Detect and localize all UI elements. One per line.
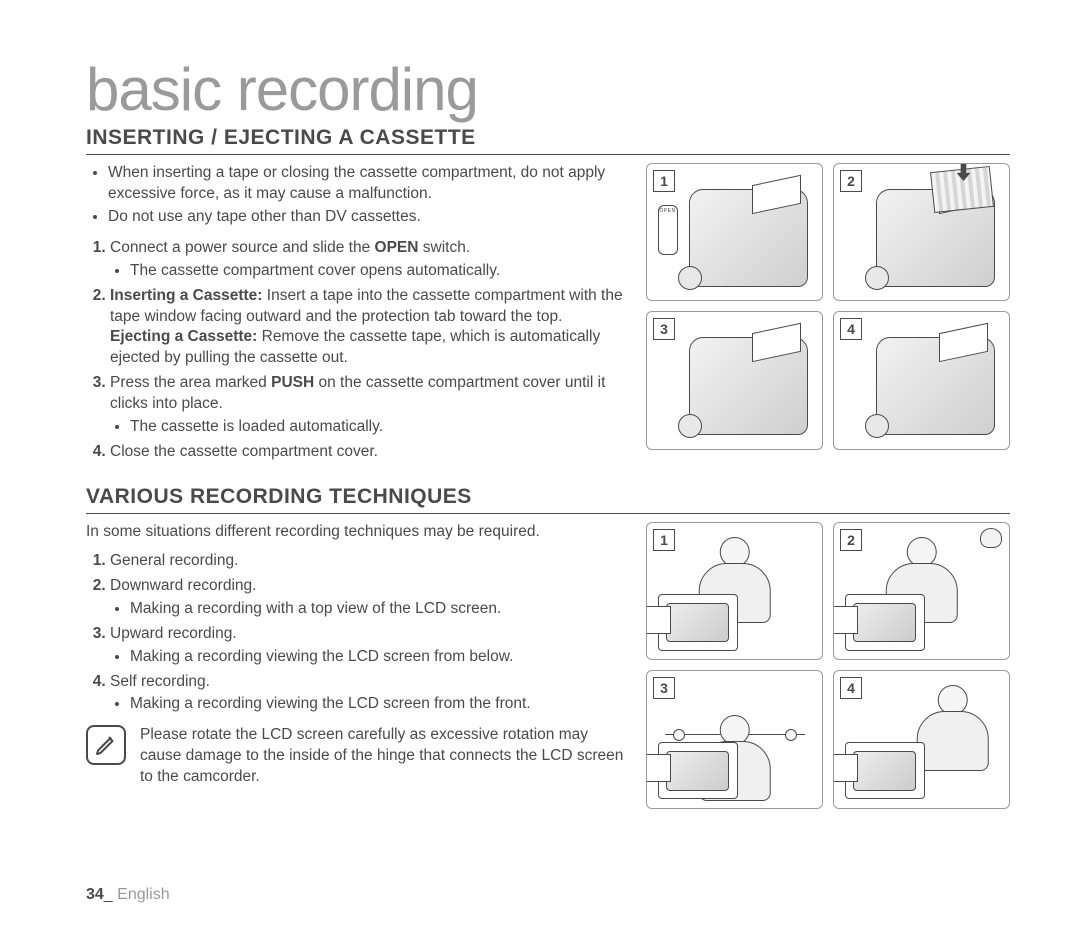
- lcd-pip-icon: [658, 742, 739, 799]
- figure-number: 3: [653, 318, 675, 340]
- note-text: Please rotate the LCD screen carefully a…: [140, 725, 628, 788]
- note-icon: [86, 725, 126, 765]
- figure-number: 4: [840, 677, 862, 699]
- figure-number: 2: [840, 170, 862, 192]
- cat-icon: [980, 528, 1002, 548]
- cassette-text-column: When inserting a tape or closing the cas…: [86, 163, 628, 467]
- substep-item: Making a recording with a top view of th…: [130, 599, 628, 620]
- figure-cassette-3: 3: [646, 311, 823, 449]
- lcd-pip-icon: [845, 594, 926, 651]
- chapter-title: basic recording: [86, 60, 1010, 120]
- figure-number: 4: [840, 318, 862, 340]
- step-text: switch.: [418, 239, 470, 256]
- heading-text: INSERTING / EJECTING A CASSETTE: [86, 126, 476, 150]
- step-bold: Ejecting a Cassette:: [110, 328, 257, 345]
- figure-cassette-2: 2: [833, 163, 1010, 301]
- step-bold: Inserting a Cassette:: [110, 287, 262, 304]
- lcd-pip-icon: [845, 742, 926, 799]
- remote-icon: OPEN: [658, 205, 678, 255]
- camcorder-icon: [876, 337, 995, 435]
- camcorder-icon: [689, 337, 808, 435]
- figure-cassette-1: 1 OPEN: [646, 163, 823, 301]
- step-item: Close the cassette compartment cover.: [110, 442, 628, 463]
- step-text: Self recording.: [110, 673, 210, 690]
- step-item: Press the area marked PUSH on the casset…: [110, 373, 628, 438]
- step-item: General recording.: [110, 551, 628, 572]
- section-techniques: VARIOUS RECORDING TECHNIQUES In some sit…: [86, 485, 1010, 809]
- lcd-pip-icon: [658, 594, 739, 651]
- footer-separator: _: [104, 886, 117, 903]
- figure-number: 1: [653, 529, 675, 551]
- figure-number: 2: [840, 529, 862, 551]
- section-heading-techniques: VARIOUS RECORDING TECHNIQUES: [86, 485, 1010, 514]
- cassette-figure-column: 1 OPEN 2 3 4: [646, 163, 1010, 467]
- figure-technique-3: 3: [646, 670, 823, 808]
- step-text: Press the area marked: [110, 374, 271, 391]
- pencil-icon: [94, 733, 118, 757]
- substep-item: Making a recording viewing the LCD scree…: [130, 694, 628, 715]
- note-block: Please rotate the LCD screen carefully a…: [86, 725, 628, 788]
- step-item: Connect a power source and slide the OPE…: [110, 238, 628, 282]
- substep-item: Making a recording viewing the LCD scree…: [130, 647, 628, 668]
- figure-cassette-4: 4: [833, 311, 1010, 449]
- step-bold: OPEN: [375, 239, 419, 256]
- figure-number: 1: [653, 170, 675, 192]
- step-bold: PUSH: [271, 374, 314, 391]
- step-text: Upward recording.: [110, 625, 237, 642]
- intro-text: In some situations different recording t…: [86, 522, 628, 543]
- bullet-item: When inserting a tape or closing the cas…: [108, 163, 628, 205]
- figure-technique-1: 1: [646, 522, 823, 660]
- figure-technique-4: 4: [833, 670, 1010, 808]
- heading-text: VARIOUS RECORDING TECHNIQUES: [86, 485, 472, 509]
- bullet-item: Do not use any tape other than DV casset…: [108, 207, 628, 228]
- footer-language: English: [117, 886, 169, 903]
- step-item: Self recording. Making a recording viewi…: [110, 672, 628, 716]
- step-text: Connect a power source and slide the: [110, 239, 375, 256]
- manual-page: basic recording INSERTING / EJECTING A C…: [0, 0, 1080, 938]
- page-number: 34: [86, 886, 104, 903]
- step-item: Downward recording. Making a recording w…: [110, 576, 628, 620]
- substep-item: The cassette is loaded automatically.: [130, 417, 628, 438]
- techniques-figure-column: 1 2 3: [646, 522, 1010, 809]
- step-item: Inserting a Cassette: Insert a tape into…: [110, 286, 628, 370]
- step-item: Upward recording. Making a recording vie…: [110, 624, 628, 668]
- techniques-text-column: In some situations different recording t…: [86, 522, 628, 809]
- substep-item: The cassette compartment cover opens aut…: [130, 261, 628, 282]
- figure-number: 3: [653, 677, 675, 699]
- page-footer: 34_ English: [86, 886, 170, 904]
- section-cassette: INSERTING / EJECTING A CASSETTE When ins…: [86, 126, 1010, 467]
- step-text: Downward recording.: [110, 577, 256, 594]
- figure-technique-2: 2: [833, 522, 1010, 660]
- section-heading-cassette: INSERTING / EJECTING A CASSETTE: [86, 126, 1010, 155]
- camcorder-icon: [689, 189, 808, 287]
